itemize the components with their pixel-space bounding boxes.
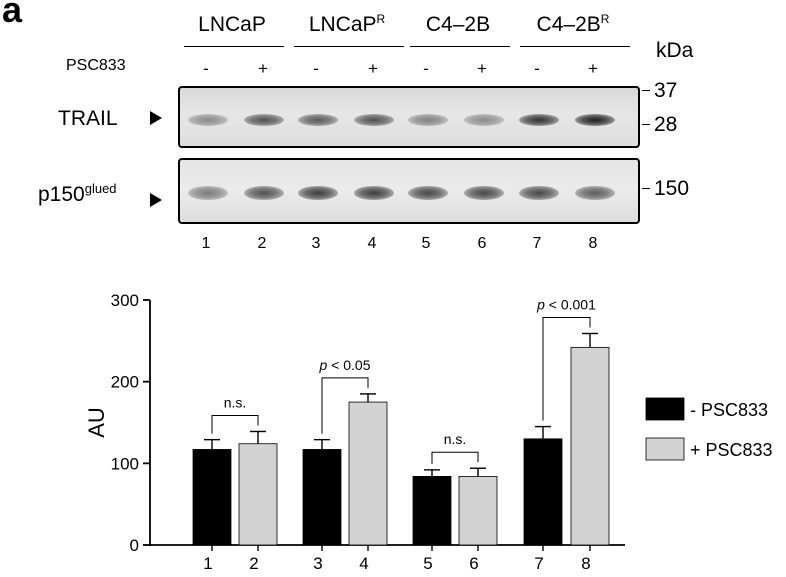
trail-arrow-icon	[150, 111, 162, 125]
mw-marker-37: 37	[654, 79, 678, 102]
trail-band	[298, 114, 338, 126]
legend-swatch	[645, 437, 685, 461]
trail-blot-image	[178, 86, 640, 148]
significance-bracket	[542, 316, 591, 421]
treatment-sign: +	[477, 59, 487, 78]
trail-band	[408, 114, 448, 126]
p150-label: p150glued	[38, 181, 117, 206]
p150-band	[408, 186, 448, 200]
treatment-sign: +	[258, 59, 268, 78]
treatment-sign: +	[588, 59, 598, 78]
x-tick-label: 1	[203, 554, 212, 573]
mw-marker-28: 28	[654, 113, 678, 136]
trail-band	[354, 114, 394, 126]
x-tick-label: 7	[534, 554, 543, 573]
mw-marker-150: 150	[654, 177, 690, 200]
p150-blot-image	[178, 158, 640, 224]
bar	[523, 438, 563, 546]
cell-line-label-c42b-r: C4–2BR	[536, 12, 610, 36]
kda-label: kDa	[656, 39, 694, 62]
blot-lane-number: 1	[201, 235, 211, 252]
blot-lane-number: 4	[367, 235, 377, 252]
bar-chart: 0 100 200 300 AU 1 2 3 4 5 6 7 8 n.s. p < 0.05 n.s. p < …	[84, 291, 773, 573]
cell-line-underline	[410, 46, 510, 47]
blot-lane-number: 2	[257, 235, 267, 252]
bar	[238, 443, 278, 546]
x-tick-label: 6	[469, 554, 478, 573]
blot-lane-number: 7	[532, 235, 542, 252]
significance-label: n.s.	[224, 394, 247, 410]
x-tick-label: 2	[249, 554, 258, 573]
trail-band	[244, 114, 284, 126]
y-axis-label: AU	[84, 407, 109, 438]
legend-swatch	[645, 397, 685, 421]
blot-lane-number: 8	[588, 235, 598, 252]
p150-band	[354, 186, 394, 200]
significance-label: p < 0.001	[536, 296, 596, 312]
bar	[348, 401, 388, 546]
mw-marker-tick	[642, 124, 650, 125]
bar	[192, 449, 232, 546]
trail-band	[519, 114, 559, 126]
y-tick-label: 200	[111, 373, 139, 392]
x-tick-label: 4	[359, 554, 368, 573]
trail-band	[464, 114, 504, 126]
significance-bracket	[431, 451, 479, 464]
treatment-label: PSC833	[66, 57, 126, 74]
p150-band	[298, 186, 338, 200]
treatment-sign: -	[313, 59, 319, 78]
x-tick-label: 5	[423, 554, 432, 573]
treatment-sign: -	[534, 59, 540, 78]
cell-line-underline	[184, 46, 284, 47]
p150-band	[188, 186, 228, 200]
panel-letter: a	[2, 0, 23, 30]
blot-lane-number: 6	[477, 235, 487, 252]
mw-marker-tick	[642, 188, 650, 189]
cell-line-label-c42b: C4–2B	[425, 13, 491, 36]
significance-label: n.s.	[444, 431, 467, 447]
blot-lane-number: 3	[311, 235, 321, 252]
cell-line-label-lncap: LNCaP	[198, 13, 266, 36]
y-tick-label: 0	[130, 536, 139, 555]
y-tick-label: 100	[111, 454, 139, 473]
significance-bracket	[321, 377, 369, 434]
bar	[570, 346, 610, 546]
cell-line-label-lncap-r: LNCaPR	[308, 12, 386, 36]
p150-arrow-icon	[150, 193, 162, 207]
bar	[458, 475, 498, 546]
treatment-sign: -	[423, 59, 429, 78]
x-tick-label: 3	[313, 554, 322, 573]
p150-band	[464, 186, 504, 200]
legend-label: + PSC833	[690, 440, 773, 460]
trail-band	[188, 114, 228, 126]
legend-label: - PSC833	[690, 400, 768, 420]
cell-line-underline	[520, 46, 630, 47]
p150-band	[244, 186, 284, 200]
mw-marker-tick	[642, 90, 650, 91]
significance-bracket	[211, 414, 259, 434]
trail-band	[575, 114, 615, 126]
treatment-sign: +	[368, 59, 378, 78]
treatment-sign: -	[203, 59, 209, 78]
cell-line-underline	[294, 46, 404, 47]
significance-label: p < 0.05	[319, 357, 371, 373]
blot-lane-number: 5	[421, 235, 431, 252]
bar	[412, 475, 452, 546]
bar	[302, 449, 342, 546]
p150-band	[519, 186, 559, 200]
p150-band	[575, 186, 615, 200]
y-tick-label: 300	[111, 291, 139, 310]
trail-label: TRAIL	[58, 107, 118, 130]
x-tick-label: 8	[581, 554, 590, 573]
